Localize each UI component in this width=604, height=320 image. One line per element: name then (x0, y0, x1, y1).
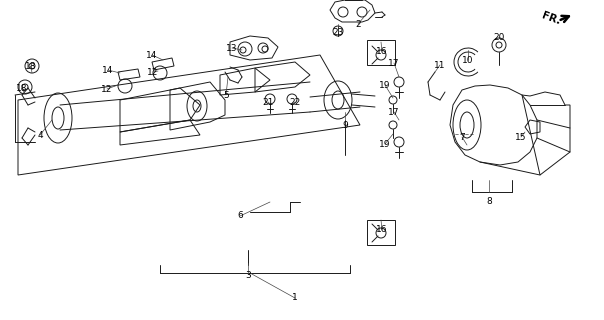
Text: 14: 14 (102, 66, 114, 75)
Text: 12: 12 (101, 84, 113, 93)
Text: FR.: FR. (540, 10, 562, 26)
Text: 9: 9 (342, 121, 348, 130)
Text: 13: 13 (226, 44, 238, 52)
Text: 17: 17 (388, 108, 400, 116)
Text: 1: 1 (292, 293, 298, 302)
Text: 16: 16 (376, 226, 388, 235)
Text: 14: 14 (146, 51, 158, 60)
Text: 6: 6 (237, 212, 243, 220)
Text: 8: 8 (486, 197, 492, 206)
Text: 16: 16 (376, 46, 388, 55)
Text: 15: 15 (515, 132, 527, 141)
Text: 23: 23 (332, 28, 344, 36)
Text: 22: 22 (289, 98, 301, 107)
Text: 3: 3 (245, 270, 251, 279)
Text: 18: 18 (16, 84, 28, 92)
Text: 21: 21 (262, 98, 274, 107)
Text: 20: 20 (493, 33, 505, 42)
Text: 18: 18 (25, 61, 37, 70)
Text: 10: 10 (462, 55, 474, 65)
Text: 2: 2 (355, 20, 361, 28)
Text: 17: 17 (388, 59, 400, 68)
Text: 19: 19 (379, 81, 391, 90)
Text: 11: 11 (434, 60, 446, 69)
Text: 12: 12 (147, 68, 159, 76)
Text: 5: 5 (223, 91, 229, 100)
Text: 7: 7 (459, 132, 465, 141)
Text: 4: 4 (37, 131, 43, 140)
Text: 19: 19 (379, 140, 391, 148)
